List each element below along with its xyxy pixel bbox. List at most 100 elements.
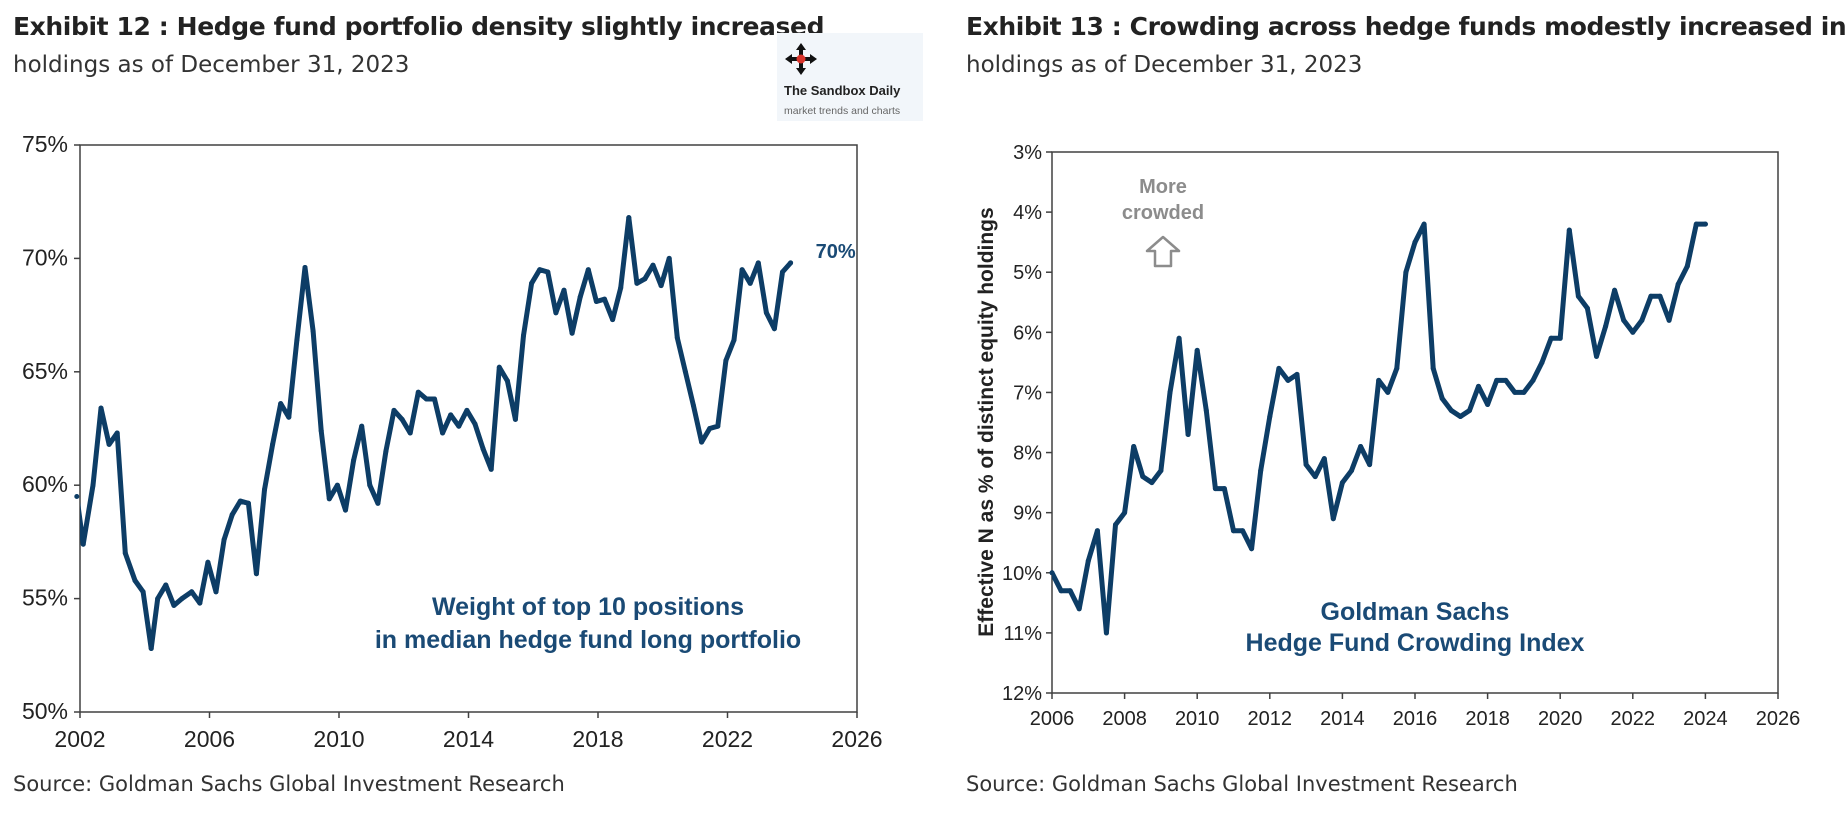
y-tick-label: 12% [1002, 683, 1042, 705]
data-point [464, 407, 470, 413]
data-point [114, 430, 120, 436]
x-tick-label: 2002 [54, 726, 105, 752]
data-point [1240, 528, 1246, 534]
data-point [747, 280, 753, 286]
x-tick-label: 2016 [1393, 708, 1438, 730]
data-point [171, 602, 177, 608]
data-point [391, 407, 397, 413]
data-point [80, 541, 86, 547]
data-point [1621, 317, 1627, 323]
data-point [106, 441, 112, 447]
data-point [343, 507, 348, 513]
data-point [294, 337, 300, 343]
data-point [691, 403, 696, 409]
y-tick-label: 7% [1013, 382, 1042, 404]
data-point [1049, 570, 1055, 576]
x-tick-label: 2024 [1683, 708, 1728, 730]
annotation-line: Weight of top 10 positions [432, 593, 744, 621]
data-point [1648, 293, 1654, 299]
data-point [1231, 528, 1236, 534]
data-point [739, 267, 745, 273]
data-point [1267, 414, 1273, 419]
data-point [1131, 444, 1137, 449]
data-point [1575, 293, 1581, 299]
data-point [1167, 389, 1173, 395]
data-point [1448, 408, 1454, 413]
data-point [140, 589, 146, 595]
data-point [610, 317, 616, 323]
data-point [221, 537, 227, 543]
exhibit-13-subtitle: holdings as of December 31, 2023 [966, 52, 1363, 78]
data-point [755, 260, 761, 266]
data-point [229, 512, 235, 518]
data-point [1321, 456, 1327, 462]
data-point [1276, 365, 1282, 371]
data-point [723, 358, 729, 363]
data-point [1421, 221, 1427, 227]
data-point [245, 500, 251, 506]
sandbox-daily-watermark: The Sandbox Daily market trends and char… [777, 33, 923, 121]
data-point [529, 280, 535, 286]
data-point [278, 401, 284, 407]
exhibit-13-chart: 2006 2008 2010 2012 2014 2016 2018 2020 2022 2024… [975, 142, 1800, 730]
data-point [1303, 462, 1309, 468]
data-point [163, 582, 169, 588]
data-point [334, 482, 340, 488]
data-point [74, 494, 80, 499]
data-point [1294, 371, 1300, 377]
data-point [642, 276, 648, 282]
data-point [1539, 359, 1545, 365]
x-tick-label: 2010 [313, 726, 364, 752]
annotation-line: Goldman Sachs [1321, 598, 1510, 626]
data-point [440, 430, 446, 436]
data-point [1067, 588, 1073, 594]
x-tick-label: 2018 [1465, 708, 1510, 730]
x-tick-label: 2006 [1030, 708, 1075, 730]
series-line [1052, 221, 1708, 636]
data-point [262, 487, 267, 493]
data-point [359, 423, 365, 429]
annotation-line: in median hedge fund long portfolio [375, 626, 801, 654]
data-point [90, 482, 96, 488]
data-point [1249, 546, 1255, 552]
direction-label: crowded [1122, 202, 1204, 224]
data-point [618, 285, 624, 291]
data-point [1194, 347, 1200, 353]
end-value-label: 70% [816, 241, 856, 263]
data-point [780, 269, 785, 275]
data-point [310, 328, 316, 334]
compass-move-icon [785, 43, 817, 75]
data-point [1639, 317, 1645, 323]
y-tick-label: 70% [22, 244, 68, 270]
data-point [1494, 377, 1500, 383]
data-point [1058, 588, 1064, 594]
y-tick-label: 55% [22, 585, 68, 611]
data-point [707, 426, 713, 431]
data-point [179, 596, 185, 602]
data-point [1094, 528, 1100, 534]
data-point [771, 326, 777, 332]
data-point [488, 466, 494, 472]
data-point [1176, 335, 1182, 341]
y-tick-label: 10% [1002, 563, 1042, 585]
exhibit-12-title: Exhibit 12 : Hedge fund portfolio densit… [13, 12, 825, 41]
data-point [1367, 462, 1373, 468]
y-tick-label: 5% [1013, 262, 1042, 284]
data-point [674, 335, 680, 341]
data-point [1330, 516, 1336, 522]
x-tick-label: 2022 [702, 726, 753, 752]
data-point [375, 500, 381, 506]
data-point [302, 265, 308, 270]
data-point [577, 294, 583, 300]
data-point [1349, 468, 1354, 474]
data-point [351, 457, 357, 463]
data-point [1684, 263, 1690, 269]
exhibit-12-chart: 2002 2006 2010 2014 2018 2022 2026 50% 55% 60% 65%… [22, 131, 883, 752]
data-point [189, 589, 195, 595]
y-tick-label: 6% [1013, 322, 1042, 344]
data-point [682, 369, 688, 375]
data-point [407, 430, 413, 436]
data-point [1376, 377, 1382, 383]
data-point [593, 299, 599, 304]
y-tick-label: 4% [1013, 202, 1042, 224]
